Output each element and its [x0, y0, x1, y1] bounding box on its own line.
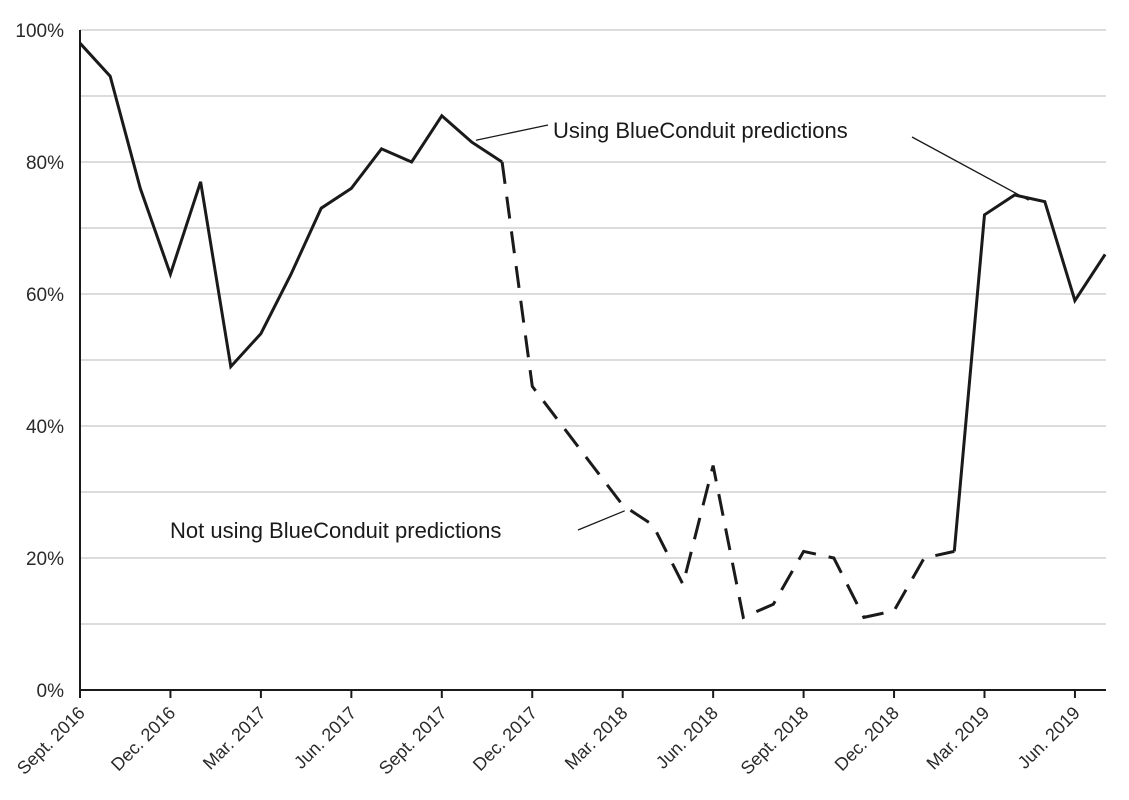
y-axis-ticks: 0% 20% 40% 60% 80% 100%: [15, 21, 64, 702]
x-tick-label: Mar. 2018: [561, 703, 632, 774]
y-tick-label: 20%: [26, 549, 64, 570]
annotation-leader-not-using: [577, 510, 625, 531]
x-tick-label: Dec. 2018: [831, 703, 903, 775]
series-line-not-using: [500, 161, 955, 620]
series-line-using: [78, 42, 503, 370]
x-tick-label: Mar. 2017: [199, 703, 270, 774]
annotation-leader-using-2: [911, 136, 1029, 201]
x-tick-label: Sept. 2016: [13, 703, 89, 779]
x-tick-label: Sept. 2018: [737, 703, 813, 779]
y-tick-label: 100%: [15, 21, 64, 42]
series-lines: [78, 42, 1107, 620]
axes: [79, 30, 1106, 691]
x-tick-label: Dec. 2017: [469, 703, 541, 775]
gridlines: [80, 29, 1106, 625]
annotation-not-using-label: Not using BlueConduit predictions: [170, 518, 501, 543]
x-axis-ticks: Sept. 2016 Dec. 2016 Mar. 2017 Jun. 2017 Sep…: [13, 690, 1084, 778]
x-tick-label: Jun. 2017: [290, 703, 360, 773]
y-tick-label: 80%: [26, 153, 64, 174]
x-tick-label: Mar. 2019: [923, 703, 994, 774]
annotations: Using BlueConduit predictions Not using …: [170, 118, 1029, 543]
y-tick-label: 60%: [26, 285, 64, 306]
x-tick-label: Jun. 2018: [652, 703, 722, 773]
x-tick-label: Jun. 2019: [1014, 703, 1084, 773]
x-tick-label: Sept. 2017: [375, 703, 451, 779]
annotation-leader-using: [475, 124, 549, 141]
annotation-using-label: Using BlueConduit predictions: [553, 118, 848, 143]
y-tick-label: 0%: [37, 681, 65, 702]
y-tick-label: 40%: [26, 417, 64, 438]
series-line-using: [952, 193, 1107, 552]
x-tick-label: Dec. 2016: [107, 703, 179, 775]
